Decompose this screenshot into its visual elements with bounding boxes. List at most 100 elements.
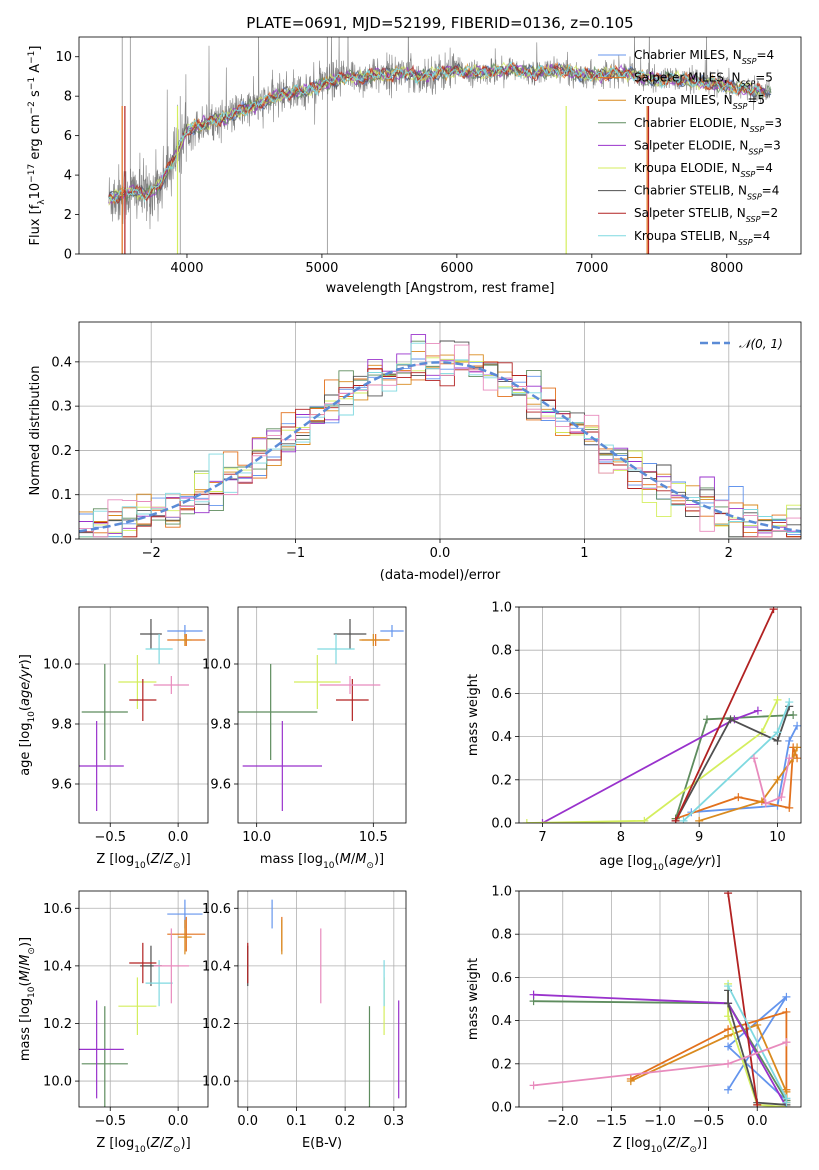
age-vs-Z-ytick-label: 9.8 <box>51 718 72 733</box>
massweight-vs-Z-xlabel-part: Z <box>666 1136 677 1151</box>
mass-vs-Z-xtick-label: −0.5 <box>94 1114 126 1129</box>
spectrum-ylabel-part: 10 <box>28 183 43 200</box>
mass-vs-ebv-ytick-label: 10.4 <box>202 959 231 974</box>
age-vs-Z-xlabel-part: 10 <box>134 861 146 871</box>
spectrum-model-line <box>108 61 761 203</box>
mass-weight-marker <box>529 990 538 999</box>
spectrum-xtick-label: 7000 <box>575 261 608 276</box>
age-vs-mass-plot-area <box>238 619 404 811</box>
mass-vs-Z-ylabel: mass [log10(M/M⊙)] <box>18 937 37 1061</box>
legend-entry-sub: SSP <box>747 192 762 201</box>
legend-entry: 𝒩(0, 1) <box>739 337 783 351</box>
mass-vs-ebv-axes: 0.0 0.1 0.2 0.3 10.0 10.2 10.4 10.6 E(B-V) <box>202 890 407 1151</box>
legend-entry-tail: =5 <box>755 71 773 85</box>
mass-weight-marker <box>724 1085 733 1094</box>
mass-vs-Z-ylabel-part: ⊙ <box>27 947 37 955</box>
mass-vs-ebv-xlabel: E(B-V) <box>302 1136 342 1151</box>
age-vs-Z-xtick-label: −0.5 <box>94 830 126 845</box>
residuals-ylabel-part: Normed distribution <box>28 366 43 496</box>
massweight-vs-age-xlabel-part: age [log <box>599 854 652 869</box>
massweight-vs-age-ylabel: mass weight <box>466 674 481 756</box>
massweight-vs-age-xtick-label: 10 <box>769 830 786 845</box>
age-vs-Z-ylabel-part: 10 <box>27 711 37 723</box>
mass-weight-marker <box>753 1100 762 1107</box>
mass-vs-Z-xlabel-part: )] <box>181 1136 191 1151</box>
spectrum-ylabel-part: Flux [f <box>28 204 43 245</box>
mass-vs-Z-xlabel-part: ⊙ <box>173 1145 181 1155</box>
legend-entry-main: Chabrier STELIB, N <box>634 184 747 198</box>
age-vs-Z-ylabel-part: age/yr <box>18 663 33 706</box>
massweight-vs-age-xtick-label: 7 <box>538 830 546 845</box>
massweight-vs-Z-ytick-label: 0.4 <box>491 1014 512 1029</box>
mass-weight-line <box>727 893 759 1105</box>
massweight-vs-Z-xtick-label: 0.0 <box>747 1114 768 1129</box>
massweight-vs-Z-ytick-label: 0.0 <box>491 1101 512 1116</box>
legend-entry-main: Kroupa MILES, N <box>634 93 733 107</box>
mass-weight-marker <box>777 793 786 802</box>
residuals-ytick-label: 0.3 <box>51 400 72 415</box>
mass-vs-ebv-xlabel-part: E(B-V) <box>302 1136 342 1151</box>
spectrum-ytick-label: 2 <box>64 208 72 223</box>
massweight-vs-age-ytick-label: 0.6 <box>491 687 512 702</box>
age-vs-Z-ytick-label: 9.6 <box>51 778 72 793</box>
mass-weight-marker <box>769 607 778 614</box>
mass-vs-Z-ytick-label: 10.4 <box>43 959 72 974</box>
massweight-vs-Z-xtick-label: −2.0 <box>547 1114 579 1129</box>
mass-weight-marker <box>785 803 794 812</box>
spectrum-ylabel-part: −2 <box>27 101 37 114</box>
age-vs-mass-xlabel-part: / <box>351 852 356 867</box>
legend-entry-sub: SSP <box>746 215 761 224</box>
spectrum-xtick-label: 5000 <box>305 261 338 276</box>
spectrum-ytick-label: 0 <box>64 248 72 263</box>
mass-weight-marker <box>529 1081 538 1090</box>
spectrum-ytick-label: 10 <box>55 50 72 65</box>
mass-vs-ebv-frame <box>237 890 407 1108</box>
legend-entry-sub: SSP <box>742 57 757 66</box>
mass-weight-marker <box>724 982 733 991</box>
mass-weight-marker <box>761 799 770 808</box>
massweight-vs-age-xtick-label: 9 <box>695 830 703 845</box>
mass-weight-marker <box>782 1098 791 1107</box>
mass-weight-marker <box>703 715 711 724</box>
residuals-xtick-label: 2 <box>725 546 733 561</box>
age-vs-mass-xlabel-part: )] <box>374 852 384 867</box>
spectrum-xlabel-part: wavelength [Angstrom, rest frame] <box>326 281 555 296</box>
legend-entry-tail: =4 <box>755 161 773 175</box>
legend-entry: Chabrier ELODIE, NSSP=3 <box>634 116 782 134</box>
massweight-vs-Z-xlabel-part: ( <box>662 1136 667 1151</box>
legend-entry-main: Kroupa STELIB, N <box>634 229 738 243</box>
massweight-vs-age-ytick-label: 1.0 <box>491 601 512 616</box>
massweight-vs-Z-ytick-label: 0.6 <box>491 971 512 986</box>
legend-entry-main: Salpeter MILES, N <box>634 71 741 85</box>
age-vs-Z-xlabel-part: / <box>160 852 165 867</box>
massweight-vs-age-ytick-label: 0.8 <box>491 644 512 659</box>
age-vs-mass-xtick-label: 10.0 <box>242 830 271 845</box>
age-vs-mass-ytick-label: 10.0 <box>202 658 231 673</box>
residuals-ytick-label: 0.1 <box>51 488 72 503</box>
massweight-vs-age-axes: 7 8 9 10 0.0 0.2 0.4 0.6 0.8 1.0 mass weight age [l… <box>466 601 802 873</box>
mass-weight-marker <box>724 1012 733 1021</box>
age-vs-Z-xlabel-part: Z <box>150 852 161 867</box>
legend-entry: Salpeter ELODIE, NSSP=3 <box>634 138 781 156</box>
massweight-vs-Z-ytick-label: 0.8 <box>491 928 512 943</box>
spectrum-ylabel-part: λ <box>37 199 47 205</box>
legend-entry-tail: =5 <box>747 93 765 107</box>
massweight-vs-Z-xlabel-part: ⊙ <box>689 1145 697 1155</box>
legend-entry-sub: SSP <box>748 147 763 156</box>
age-vs-Z-xlabel-part: ( <box>146 852 151 867</box>
mass-weight-marker <box>724 891 733 898</box>
legend-entry-main: Salpeter STELIB, N <box>634 206 746 220</box>
legend-entry-main: Kroupa ELODIE, N <box>634 161 741 175</box>
massweight-vs-age-xlabel-part: ( <box>664 854 669 869</box>
mass-weight-marker <box>793 721 801 730</box>
residuals-xtick-label: 0.0 <box>430 546 451 561</box>
mass-vs-Z-xlabel-part: Z <box>150 1136 161 1151</box>
spectrum-xtick-label: 8000 <box>710 261 743 276</box>
legend-entry-main: Salpeter ELODIE, N <box>634 138 748 152</box>
legend-entry-main: Chabrier ELODIE, N <box>634 116 750 130</box>
age-vs-Z-ylabel: age [log10(age/yr)] <box>18 654 37 776</box>
residuals-plot-area <box>79 334 801 538</box>
spectrum-xtick-label: 6000 <box>440 261 473 276</box>
residuals-xlabel-part: (data-model)/error <box>380 568 501 583</box>
